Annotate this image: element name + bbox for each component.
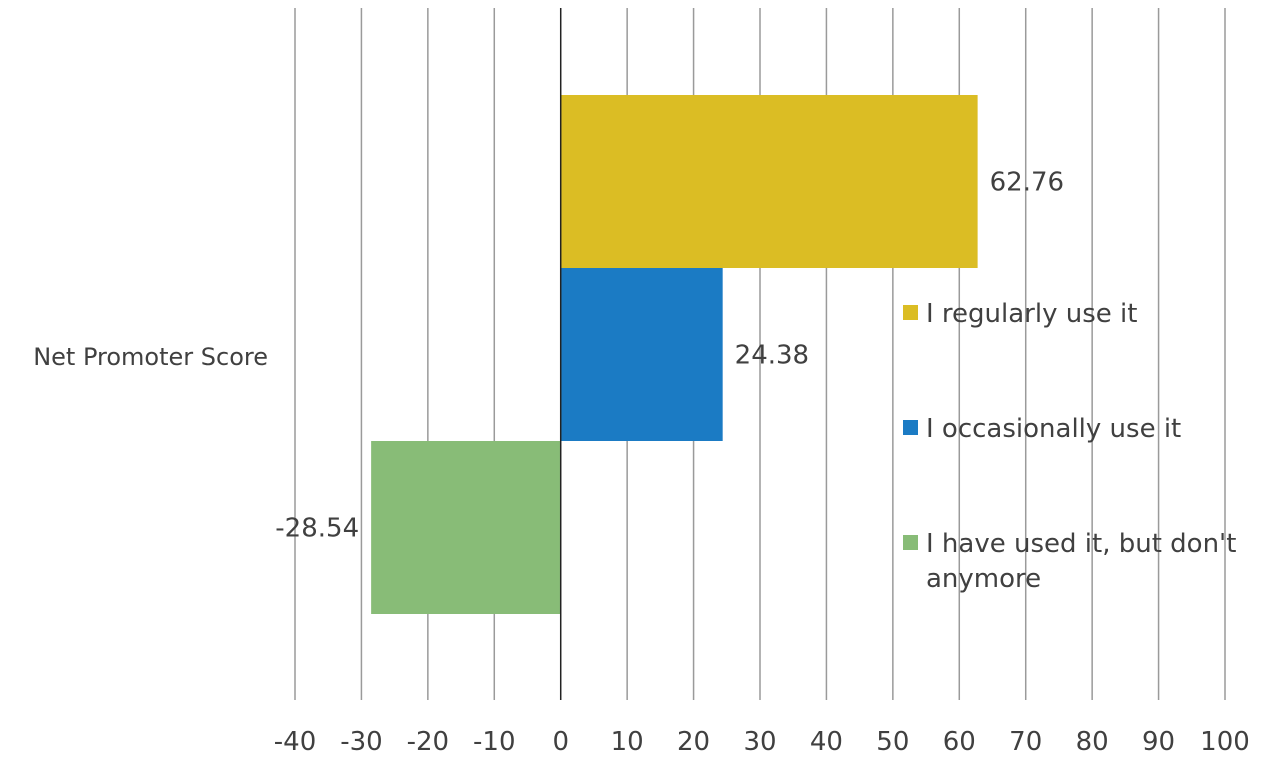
x-tick-label: 20 bbox=[677, 727, 710, 757]
x-tick-label: 90 bbox=[1142, 727, 1175, 757]
x-tick-label: 60 bbox=[943, 727, 976, 757]
x-tick-label: 50 bbox=[876, 727, 909, 757]
x-tick-label: -30 bbox=[340, 727, 382, 757]
legend: I regularly use it I occasionally use it I… bbox=[903, 299, 1236, 594]
data-label: -28.54 bbox=[275, 514, 359, 544]
data-label: 24.38 bbox=[735, 341, 809, 371]
data-label: 62.76 bbox=[990, 168, 1064, 198]
legend-label: I have used it, but don't anymore bbox=[926, 529, 1236, 594]
bar bbox=[560, 95, 978, 268]
x-tick-label: 100 bbox=[1200, 727, 1250, 757]
x-tick-label: 30 bbox=[743, 727, 776, 757]
x-tick-label: 0 bbox=[552, 727, 569, 757]
legend-swatch bbox=[903, 535, 918, 550]
x-tick-label: -10 bbox=[473, 727, 515, 757]
bar bbox=[560, 268, 723, 441]
bar bbox=[371, 441, 561, 614]
x-tick-label: -40 bbox=[274, 727, 316, 757]
legend-swatch bbox=[903, 420, 918, 435]
x-tick-label: -20 bbox=[407, 727, 449, 757]
data-labels: 62.76 24.38 -28.54 bbox=[275, 168, 1064, 544]
category-label: Net Promoter Score bbox=[33, 343, 268, 371]
x-tick-labels: -40 -30 -20 -10 0 10 20 30 40 50 60 70 80 90 100 bbox=[274, 727, 1250, 757]
bars bbox=[371, 95, 978, 614]
legend-swatch bbox=[903, 305, 918, 320]
x-tick-label: 80 bbox=[1076, 727, 1109, 757]
legend-label: I occasionally use it bbox=[926, 414, 1181, 444]
x-tick-label: 70 bbox=[1009, 727, 1042, 757]
x-tick-label: 40 bbox=[810, 727, 843, 757]
x-tick-label: 10 bbox=[611, 727, 644, 757]
legend-label: I regularly use it bbox=[926, 299, 1137, 329]
